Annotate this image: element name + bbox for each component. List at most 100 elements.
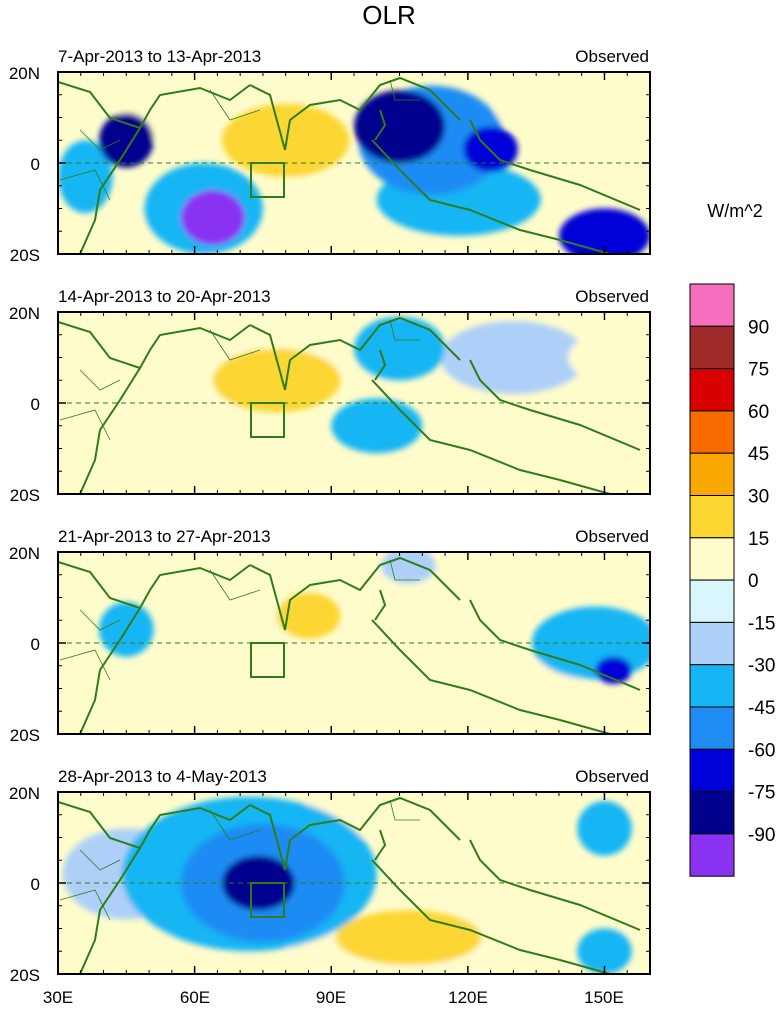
panel-4-ylabel-20n: 20N xyxy=(9,784,40,803)
panel-1-ylabel-20n: 20N xyxy=(9,64,40,83)
anomaly-cell xyxy=(531,606,650,680)
colorbar-swatch xyxy=(689,706,735,750)
panel-2-coastlines xyxy=(58,316,641,494)
colorbar-swatch xyxy=(689,495,735,539)
colorbar-tick-label: 0 xyxy=(748,571,759,592)
colorbar-swatch xyxy=(689,537,735,581)
colorbar-tick-label: 75 xyxy=(748,360,769,381)
colorbar-tick-label: 45 xyxy=(748,444,769,465)
xlabel-90e: 90E xyxy=(316,988,346,1007)
panel-4-ylabel-0: 0 xyxy=(31,875,40,894)
xlabel-150e: 150E xyxy=(584,988,624,1007)
anomaly-cell xyxy=(408,552,573,598)
colorbar-tick-label: -90 xyxy=(748,825,775,846)
colorbar-swatch xyxy=(689,791,735,835)
panel-4-date-range: 28-Apr-2013 to 4-May-2013 xyxy=(58,767,267,786)
colorbar: W/m^2 90 75 60 45 30 15 0 -15 -30 -45 -60 -75 -90 xyxy=(689,201,775,877)
panel-3-date-range: 21-Apr-2013 to 27-Apr-2013 xyxy=(58,527,271,546)
panel-1-ylabel-0: 0 xyxy=(31,155,40,174)
panel-4-coastlines xyxy=(58,796,641,974)
colorbar-swatch xyxy=(689,410,735,454)
anomaly-cell xyxy=(577,928,632,974)
anomaly-cell xyxy=(335,910,482,965)
colorbar-units: W/m^2 xyxy=(707,201,762,221)
colorbar-tick-label: -75 xyxy=(748,783,775,804)
anomaly-cell xyxy=(276,592,341,639)
panel-2-ylabel-20s: 20S xyxy=(10,486,40,505)
panel-1-observed-tag: Observed xyxy=(575,47,649,66)
anomaly-cell xyxy=(58,321,131,376)
panel-1-map xyxy=(57,71,651,255)
panel-3-borders xyxy=(59,559,420,681)
anomaly-cell xyxy=(176,588,304,653)
panel-1-ylabel-20s: 20S xyxy=(10,246,40,265)
panel-3-ylabel-20n: 20N xyxy=(9,544,40,563)
colorbar-tick-label: 15 xyxy=(748,529,769,550)
colorbar-tick-label: 60 xyxy=(748,402,769,423)
xlabel-120e: 120E xyxy=(448,988,488,1007)
colorbar-swatch xyxy=(689,579,735,623)
panel-4-target-box xyxy=(250,882,285,918)
panel-2: 14-Apr-2013 to 20-Apr-2013 Observed 20N xyxy=(9,287,651,505)
panel-3-coastlines xyxy=(58,556,641,734)
panel-4: 28-Apr-2013 to 4-May-2013 Observed 20N xyxy=(9,767,651,985)
panel-3-target-box xyxy=(250,642,285,678)
colorbar-tick-label: -45 xyxy=(748,698,775,719)
chart-title: OLR xyxy=(362,0,415,30)
anomaly-cell xyxy=(440,661,587,716)
panel-2-ylabel-20n: 20N xyxy=(9,304,40,323)
xlabel-60e: 60E xyxy=(180,988,210,1007)
anomaly-cell xyxy=(577,801,632,856)
colorbar-swatch xyxy=(689,833,735,877)
panel-2-map xyxy=(57,311,651,495)
anomaly-cell xyxy=(99,113,154,168)
anomaly-cell xyxy=(331,398,423,454)
colorbar-tick-label: -30 xyxy=(748,656,775,677)
panel-3-map xyxy=(57,551,651,735)
colorbar-tick-label: -60 xyxy=(748,740,775,761)
panel-2-borders xyxy=(59,319,420,441)
panel-1-coastlines xyxy=(58,76,641,254)
anomaly-cell xyxy=(440,321,587,394)
anomaly-cell xyxy=(568,334,641,381)
anomaly-cell xyxy=(108,661,236,716)
panel-4-ylabel-20s: 20S xyxy=(10,966,40,985)
anomaly-cell xyxy=(426,421,628,494)
panel-3-ylabel-20s: 20S xyxy=(10,726,40,745)
colorbar-tick-label: 90 xyxy=(748,317,769,338)
colorbar-tick-label: 30 xyxy=(748,487,769,508)
xlabel-30e: 30E xyxy=(43,988,73,1007)
colorbar-swatch xyxy=(689,452,735,497)
panel-3-ylabel-0: 0 xyxy=(31,635,40,654)
panel-1-borders xyxy=(59,79,420,201)
panel-1: 7-Apr-2013 to 13-Apr-2013 Observed 20N xyxy=(9,47,651,265)
panel-4-borders xyxy=(59,799,420,921)
panel-4-map xyxy=(57,791,651,975)
anomaly-cell xyxy=(354,316,445,381)
panel-2-date-range: 14-Apr-2013 to 20-Apr-2013 xyxy=(58,287,271,306)
anomaly-cell xyxy=(595,656,632,684)
colorbar-tick-label: -15 xyxy=(748,613,775,634)
panel-2-observed-tag: Observed xyxy=(575,287,649,306)
anomaly-cell xyxy=(180,190,245,245)
anomaly-cell xyxy=(85,403,213,476)
colorbar-swatch xyxy=(689,621,735,666)
colorbar-swatch xyxy=(689,325,735,370)
panel-4-observed-tag: Observed xyxy=(575,767,649,786)
anomaly-cell xyxy=(559,208,650,254)
anomaly-cell xyxy=(495,81,623,136)
panel-2-ylabel-0: 0 xyxy=(31,395,40,414)
colorbar-swatch xyxy=(689,368,735,412)
panel-1-target-box xyxy=(250,162,285,198)
anomaly-cell xyxy=(422,805,514,870)
x-axis-labels: 30E 60E 90E 120E 150E xyxy=(43,988,624,1007)
colorbar-swatch xyxy=(689,748,735,793)
colorbar-swatch xyxy=(689,664,735,708)
panel-3: 21-Apr-2013 to 27-Apr-2013 Observed 20N xyxy=(9,527,651,745)
colorbar-swatch xyxy=(689,283,735,327)
panel-3-observed-tag: Observed xyxy=(575,527,649,546)
panel-2-target-box xyxy=(250,402,285,438)
panel-1-date-range: 7-Apr-2013 to 13-Apr-2013 xyxy=(58,47,261,66)
anomaly-cell xyxy=(212,348,341,413)
